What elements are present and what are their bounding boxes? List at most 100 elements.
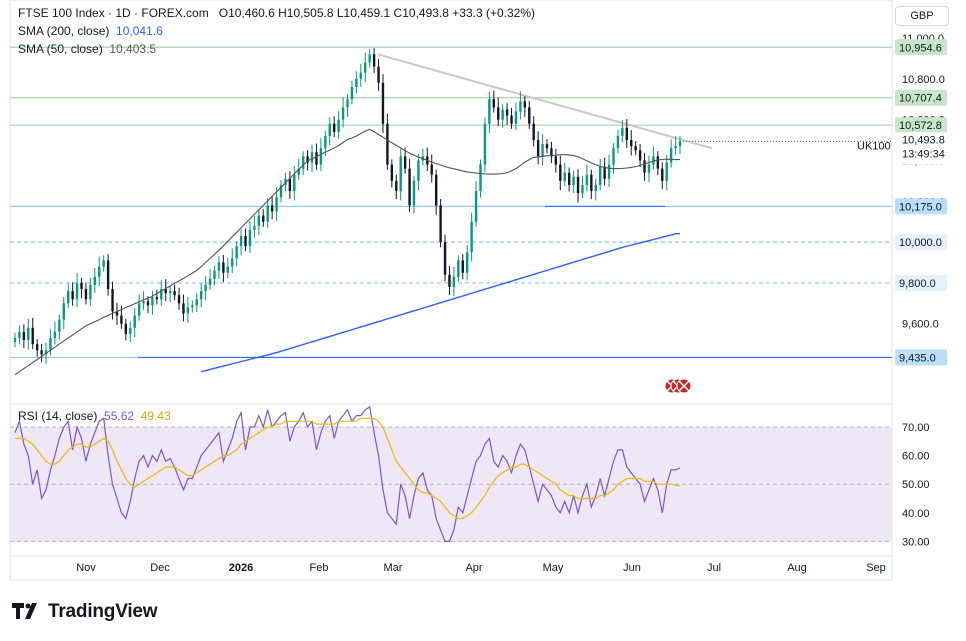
price-tag-bg (895, 132, 949, 165)
level-tag-4: 10,000.0 (899, 237, 942, 249)
sma200-legend[interactable]: SMA (200, close) 10,041.6 (18, 24, 163, 38)
candle-body-60 (279, 184, 283, 198)
candle-body-110 (501, 109, 504, 120)
candle-body-91 (417, 160, 420, 181)
candle-body-3 (27, 327, 30, 341)
candle-body-8 (49, 338, 52, 351)
sma50-line (14, 128, 680, 376)
candle-body-57 (266, 205, 269, 222)
candle-body-139 (630, 140, 633, 147)
candle-body-27 (133, 315, 136, 328)
candle-body-67 (310, 152, 314, 163)
time-tick-label: Dec (150, 562, 170, 574)
candle-body-42 (200, 291, 203, 300)
candle-body-96 (439, 205, 442, 243)
candle-body-0 (13, 338, 17, 343)
candle-body-100 (457, 260, 460, 277)
price-tick-label: 9,600.0 (902, 319, 939, 331)
candle-body-119 (541, 144, 544, 157)
candle-body-131 (594, 184, 597, 192)
candle-body-85 (390, 164, 394, 181)
candle-body-147 (665, 162, 668, 181)
candle-body-109 (497, 107, 500, 120)
candle-body-14 (75, 282, 79, 300)
time-tick-label: Mar (384, 562, 403, 574)
tradingview-logo[interactable]: TradingView (12, 601, 158, 625)
candle-body-63 (293, 174, 296, 192)
time-tick-label: Feb (310, 562, 329, 574)
candle-body-17 (89, 284, 92, 300)
sma200-line (201, 232, 681, 373)
candle-body-81 (372, 54, 376, 67)
candle-body-23 (115, 311, 119, 316)
candle-body-40 (191, 305, 194, 308)
candle-body-142 (643, 160, 646, 173)
sma50-legend[interactable]: SMA (50, close) 10,403.5 (18, 42, 156, 56)
candle-body-136 (616, 135, 620, 149)
candle-body-76 (350, 86, 354, 100)
uk-flag-icon (676, 378, 692, 394)
countdown-label: 13:49:34 (902, 148, 945, 160)
level-tag-bg-2 (895, 117, 947, 134)
candle-body-95 (434, 174, 438, 206)
level-tag-1: 10,707.4 (899, 93, 942, 105)
candle-body-98 (448, 274, 451, 288)
candle-body-58 (270, 205, 274, 212)
candle-body-94 (430, 164, 433, 175)
candle-body-77 (355, 78, 358, 87)
candle-body-88 (403, 156, 407, 169)
candle-body-15 (80, 282, 83, 290)
current-price-label: 10,493.8 (902, 134, 945, 146)
rsi-tick-label: 70.00 (902, 422, 930, 434)
candle-body-56 (262, 215, 265, 222)
plot-frame (9, 0, 893, 581)
candle-body-26 (129, 327, 132, 334)
candle-body-107 (488, 99, 491, 124)
symbol-title[interactable]: FTSE 100 Index · 1D · FOREX.com (18, 6, 209, 20)
candle-body-138 (625, 127, 628, 141)
candle-body-55 (257, 215, 261, 226)
candle-body-148 (669, 148, 673, 163)
level-tag-bg-0 (895, 39, 947, 56)
candle-body-144 (652, 156, 655, 165)
candle-body-133 (603, 166, 606, 179)
candle-body-21 (106, 260, 110, 290)
candle-body-150 (678, 141, 682, 147)
rsi-legend[interactable]: RSI (14, close) 55.62 49.43 (18, 409, 171, 423)
rsi-line (14, 406, 681, 543)
candle-body-125 (567, 172, 571, 185)
time-tick-label: May (543, 562, 564, 574)
candle-body-33 (160, 289, 163, 300)
candle-body-103 (470, 221, 473, 253)
candle-body-39 (186, 307, 190, 314)
candle-body-111 (505, 109, 509, 116)
candle-body-32 (155, 297, 159, 300)
candle-body-97 (443, 242, 447, 275)
candle-body-86 (395, 180, 398, 192)
candle-body-143 (647, 164, 651, 173)
tradingview-logo-text: TradingView (48, 601, 158, 622)
candle-body-38 (182, 303, 185, 314)
rsi-tick-label: 50.00 (902, 479, 930, 491)
sma50-label: SMA (50, close) (18, 42, 103, 56)
symbol-tag: UK100 (857, 140, 891, 152)
candle-body-79 (364, 62, 367, 73)
candle-body-36 (173, 291, 176, 296)
candle-body-66 (306, 156, 309, 163)
candle-body-44 (208, 278, 212, 285)
candle-body-129 (585, 174, 589, 185)
level-tag-bg-6 (895, 349, 947, 366)
candle-body-4 (31, 327, 34, 345)
candle-body-62 (288, 178, 292, 192)
sma200-label: SMA (200, close) (18, 24, 110, 38)
candle-body-43 (204, 284, 207, 292)
price-legend: FTSE 100 Index · 1D · FOREX.com O10,460.… (18, 6, 535, 20)
candle-body-130 (590, 174, 593, 192)
level-tag-bg-3 (895, 198, 947, 215)
candle-body-65 (301, 156, 305, 169)
candle-body-37 (177, 295, 181, 304)
candle-body-134 (607, 164, 611, 179)
currency-button[interactable]: GBP (895, 6, 949, 26)
rsi-tick-label: 60.00 (902, 451, 930, 463)
